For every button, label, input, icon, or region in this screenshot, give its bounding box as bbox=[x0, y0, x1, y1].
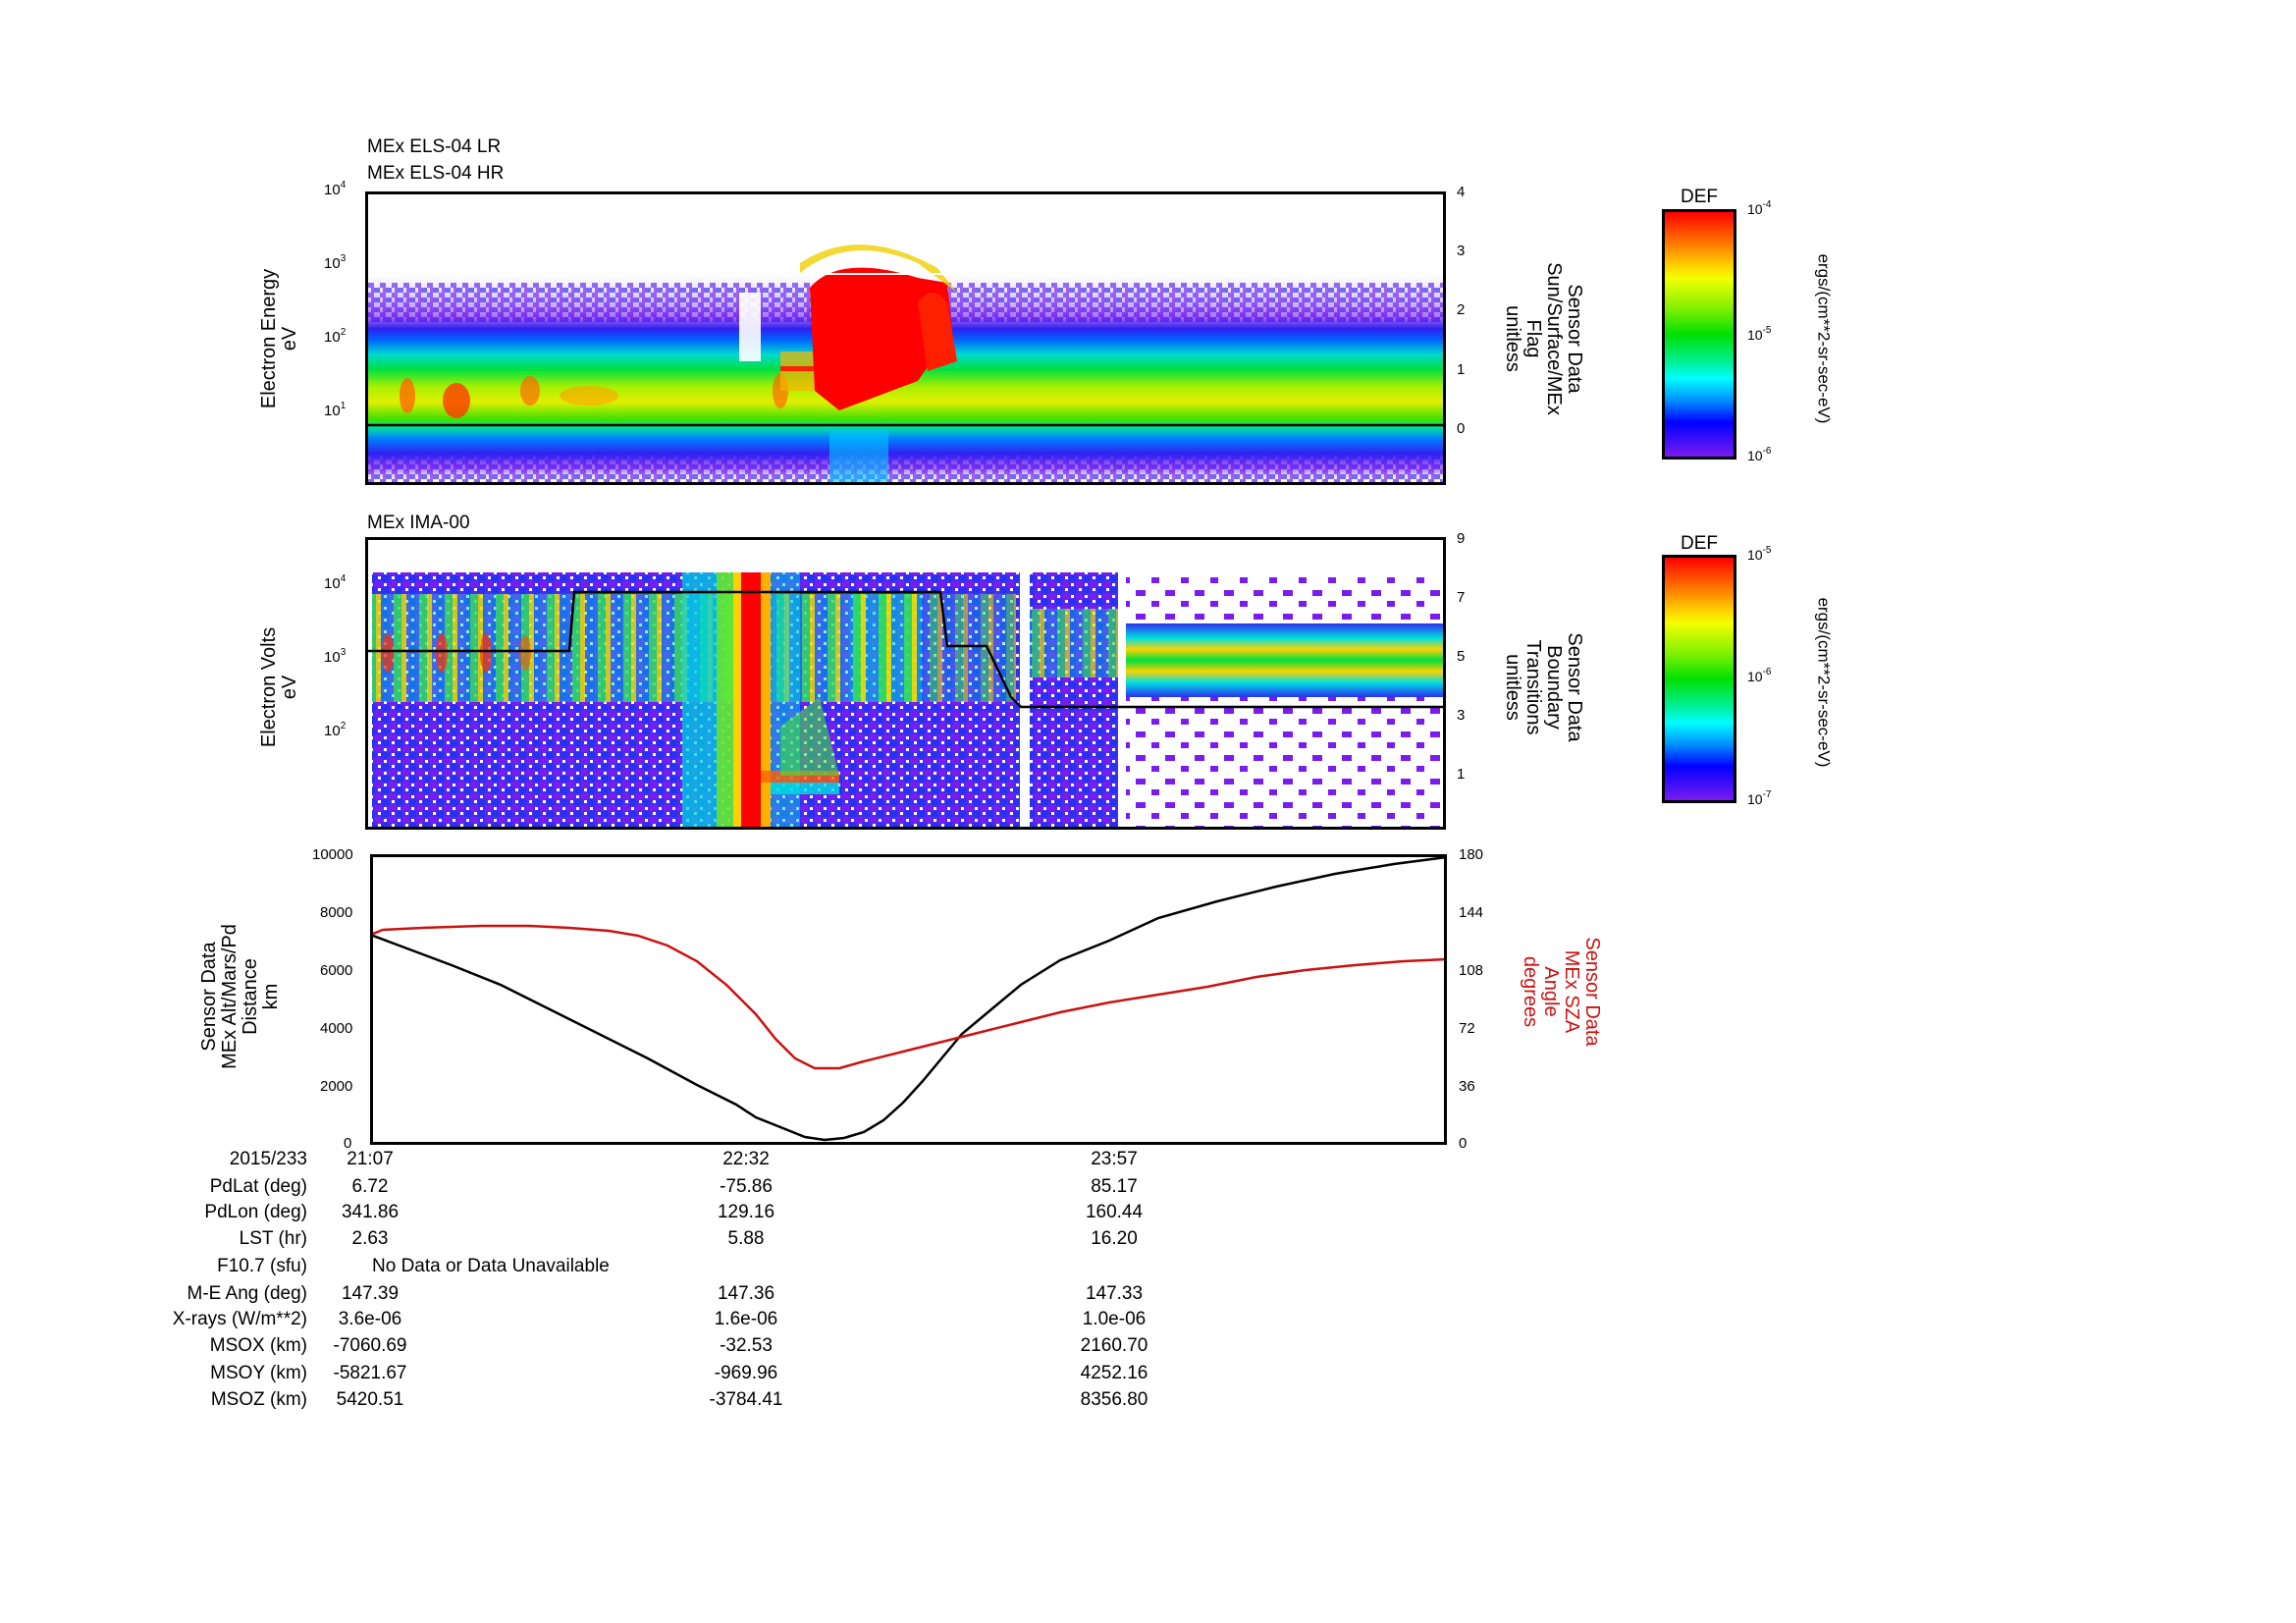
orbit-line-plot[interactable] bbox=[370, 854, 1447, 1145]
boundary-line bbox=[368, 590, 1443, 709]
ima-y2tick-9: 9 bbox=[1457, 530, 1466, 547]
time-tick-1: 21:07 bbox=[347, 1149, 394, 1169]
els-cbtick-low: 10-6 bbox=[1747, 446, 1772, 463]
ima-cbtick-low: 10-7 bbox=[1747, 789, 1772, 807]
els-colorbar-unit: ergs/(cm**2-sr-sec-eV) bbox=[1814, 253, 1834, 424]
ima-colorbar bbox=[1662, 555, 1736, 803]
orbit-y2label: Sensor Data MEx SZA Angle degrees bbox=[1520, 937, 1603, 1047]
time-tick-3: 23:57 bbox=[1091, 1149, 1138, 1169]
els-y2tick-2: 2 bbox=[1457, 301, 1466, 318]
els-ytick-1e1: 101 bbox=[324, 401, 347, 419]
orbit-y2tick-144: 144 bbox=[1459, 904, 1484, 921]
orbit-ytick-6000: 6000 bbox=[320, 962, 353, 979]
els-cbtick-mid: 10-5 bbox=[1747, 325, 1772, 343]
els-ytick-1e3: 103 bbox=[324, 253, 347, 272]
els-colorbar bbox=[1662, 209, 1736, 460]
ima-spectrogram[interactable] bbox=[365, 537, 1446, 830]
els-spectrogram[interactable] bbox=[365, 191, 1446, 485]
els-y2tick-3: 3 bbox=[1457, 243, 1466, 259]
els-ylabel: Electron Energy eV bbox=[258, 268, 300, 409]
ima-cbtick-mid: 10-6 bbox=[1747, 667, 1772, 684]
els-ytick-1e4: 104 bbox=[324, 180, 347, 198]
ima-ytick-1e4: 104 bbox=[324, 573, 347, 592]
date-label: 2015/233 bbox=[229, 1149, 307, 1169]
distance-line bbox=[373, 857, 1444, 1142]
els-spectrogram-image bbox=[368, 244, 1443, 482]
ima-ytick-1e3: 103 bbox=[324, 647, 347, 666]
els-y2label: Sensor Data Sun/Surface/MEx Flag unitles… bbox=[1502, 262, 1585, 415]
ima-y2label: Sensor Data Boundary Transitions unitles… bbox=[1502, 632, 1585, 742]
orbit-ytick-4000: 4000 bbox=[320, 1020, 353, 1037]
ima-spectrogram-image bbox=[368, 572, 1443, 827]
ima-y2tick-5: 5 bbox=[1457, 648, 1466, 665]
ima-ylabel: Electron Volts eV bbox=[258, 626, 300, 748]
orbit-ytick-10000: 10000 bbox=[312, 846, 353, 863]
els-y2tick-1: 1 bbox=[1457, 361, 1466, 378]
els-cbtick-high: 10-4 bbox=[1747, 199, 1772, 217]
ima-colorbar-unit: ergs/(cm**2-sr-sec-eV) bbox=[1814, 597, 1834, 768]
orbit-lines bbox=[373, 857, 1444, 1142]
orbit-y2tick-180: 180 bbox=[1459, 846, 1484, 863]
sza-line bbox=[373, 924, 1444, 1070]
ima-colorbar-title: DEF bbox=[1681, 533, 1718, 554]
ima-cbtick-high: 10-5 bbox=[1747, 545, 1772, 563]
els-ytick-1e2: 102 bbox=[324, 327, 347, 346]
els-y2tick-0: 0 bbox=[1457, 420, 1466, 437]
ima-y2tick-1: 1 bbox=[1457, 766, 1466, 783]
ima-y2tick-3: 3 bbox=[1457, 707, 1466, 724]
els-colorbar-title: DEF bbox=[1681, 187, 1718, 207]
els-y2tick-4: 4 bbox=[1457, 184, 1466, 200]
orbit-y2tick-72: 72 bbox=[1459, 1020, 1475, 1037]
ima-y2tick-7: 7 bbox=[1457, 589, 1466, 606]
els-title-lr: MEx ELS-04 LR bbox=[367, 136, 502, 157]
orbit-ytick-0: 0 bbox=[344, 1135, 352, 1152]
time-tick-2: 22:32 bbox=[722, 1149, 770, 1169]
orbit-y2tick-0: 0 bbox=[1459, 1135, 1468, 1152]
orbit-y2tick-36: 36 bbox=[1459, 1078, 1475, 1095]
orbit-ytick-2000: 2000 bbox=[320, 1078, 353, 1095]
orbit-y2tick-108: 108 bbox=[1459, 962, 1484, 979]
els-title-hr: MEx ELS-04 HR bbox=[367, 163, 505, 184]
orbit-ylabel: Sensor Data MEx Alt/Mars/Pd Distance km bbox=[198, 924, 282, 1069]
time-axis-row: 2015/233 21:07 22:32 23:57 bbox=[0, 1149, 2296, 1172]
orbit-ytick-8000: 8000 bbox=[320, 904, 353, 921]
ima-ytick-1e2: 102 bbox=[324, 721, 347, 739]
ima-title: MEx IMA-00 bbox=[367, 513, 470, 533]
